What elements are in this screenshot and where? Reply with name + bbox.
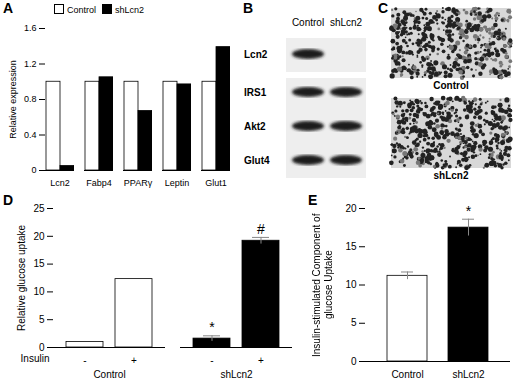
svg-text:*: * [209, 319, 215, 335]
svg-text:Control: Control [93, 369, 125, 380]
svg-text:0.8: 0.8 [24, 94, 37, 104]
svg-text:shLcn2: shLcn2 [220, 369, 253, 380]
html-text:E: E [308, 192, 318, 208]
svg-text:5: 5 [351, 317, 357, 328]
svg-text:Lcn2: Lcn2 [50, 178, 70, 188]
svg-text:#: # [257, 221, 265, 237]
svg-text:Glut4: Glut4 [244, 155, 270, 166]
html-text:shLcn2: shLcn2 [115, 5, 144, 15]
svg-text:0: 0 [351, 356, 357, 367]
svg-text:15: 15 [345, 241, 357, 252]
svg-text:shLcn2: shLcn2 [330, 17, 363, 28]
svg-text:shLcn2: shLcn2 [433, 170, 468, 181]
svg-text:Relative expression: Relative expression [8, 60, 18, 139]
html-text:B: B [243, 0, 254, 16]
html-text:A: A [3, 0, 14, 16]
svg-text:shLcn2: shLcn2 [452, 369, 485, 380]
svg-text:20: 20 [345, 203, 357, 214]
svg-text:Control: Control [391, 369, 423, 380]
html-text:Insulin-stimulated Component o: Insulin-stimulated Component of glucose … [311, 213, 334, 357]
svg-text:20: 20 [33, 231, 45, 242]
svg-text:Glut1: Glut1 [205, 178, 227, 188]
svg-text:10: 10 [345, 279, 357, 290]
svg-text:Insulin: Insulin [21, 353, 50, 364]
svg-text:1.6: 1.6 [24, 23, 37, 33]
html-text:C: C [378, 0, 389, 16]
svg-text:*: * [466, 203, 472, 219]
svg-text:PPARγ: PPARγ [124, 178, 153, 188]
svg-text:1.2: 1.2 [24, 59, 37, 69]
svg-text:Control: Control [292, 17, 324, 28]
svg-text:-: - [210, 355, 213, 366]
svg-text:Control: Control [433, 80, 469, 91]
svg-text:-: - [83, 355, 86, 366]
svg-text:15: 15 [33, 258, 45, 269]
svg-text:+: + [131, 355, 137, 366]
svg-text:IRS1: IRS1 [244, 87, 267, 98]
html-text:Control: Control [67, 5, 96, 15]
svg-text:0: 0 [31, 165, 36, 175]
svg-text:Akt2: Akt2 [244, 121, 266, 132]
svg-text:5: 5 [39, 314, 45, 325]
svg-text:Lcn2: Lcn2 [244, 49, 268, 60]
svg-text:Fabp4: Fabp4 [86, 178, 112, 188]
svg-text:10: 10 [33, 286, 45, 297]
svg-text:0: 0 [39, 342, 45, 353]
svg-text:0.4: 0.4 [24, 130, 37, 140]
html-text:D: D [3, 192, 14, 208]
svg-text:Leptin: Leptin [165, 178, 190, 188]
svg-text:Relative glucose uptake: Relative glucose uptake [16, 224, 27, 331]
svg-text:25: 25 [33, 203, 45, 214]
svg-text:+: + [258, 355, 264, 366]
